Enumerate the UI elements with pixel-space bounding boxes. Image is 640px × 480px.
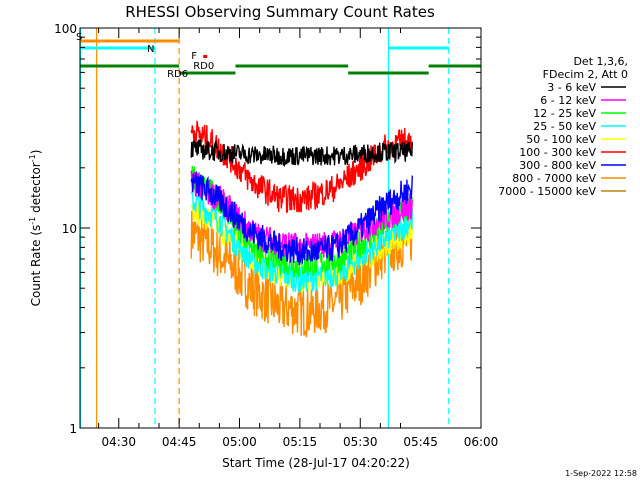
y-tick-label-100: 100 bbox=[54, 22, 77, 36]
chart-title: RHESSI Observing Summary Count Rates bbox=[125, 3, 435, 21]
x-tick-label-0500: 05:00 bbox=[222, 435, 257, 449]
x-axis-label: Start Time (28-Jul-17 04:20:22) bbox=[222, 456, 410, 470]
x-tick-label-0545: 05:45 bbox=[403, 435, 438, 449]
legend-label-8: 7000 - 15000 keV bbox=[498, 185, 596, 198]
legend-label-0: 3 - 6 keV bbox=[547, 81, 596, 94]
flare-marker bbox=[203, 55, 208, 58]
y-axis-label: Count Rate (s-1 detector-1) bbox=[28, 150, 43, 307]
x-tick-label-0530: 05:30 bbox=[343, 435, 378, 449]
x-tick-label-0430: 04:30 bbox=[101, 435, 136, 449]
x-tick-label-0515: 05:15 bbox=[283, 435, 318, 449]
legend-label-7: 800 - 7000 keV bbox=[512, 172, 596, 185]
series-25-50-kev bbox=[190, 187, 413, 293]
series-300-800-kev bbox=[190, 170, 413, 266]
generated-timestamp: 1-Sep-2022 12:58 bbox=[565, 469, 637, 478]
legend-label-6: 300 - 800 keV bbox=[519, 159, 596, 172]
y-axis: 1 10 100 bbox=[54, 22, 481, 436]
legend-label-3: 25 - 50 keV bbox=[533, 120, 596, 133]
annotation-n: N bbox=[147, 44, 154, 55]
annotation-s: S bbox=[76, 32, 82, 43]
annotation-rd6: RD6 bbox=[167, 69, 188, 80]
legend-label-2: 12 - 25 keV bbox=[533, 107, 596, 120]
x-axis: 04:30 04:45 05:00 05:15 05:30 05:45 06:00 bbox=[98, 28, 499, 449]
y-tick-label-1: 1 bbox=[69, 422, 77, 436]
legend-header-line-1: Det 1,3,6, bbox=[573, 55, 628, 68]
series-6-12-kev bbox=[190, 170, 413, 261]
legend-label-1: 6 - 12 keV bbox=[540, 94, 596, 107]
legend-label-4: 50 - 100 keV bbox=[526, 133, 596, 146]
annotation-f: F bbox=[191, 51, 197, 62]
y-tick-label-10: 10 bbox=[62, 222, 77, 236]
x-tick-label-0445: 04:45 bbox=[162, 435, 197, 449]
series-800-7000-kev bbox=[190, 210, 413, 338]
legend-header-line-2: FDecim 2, Att 0 bbox=[543, 68, 628, 81]
legend-label-5: 100 - 300 keV bbox=[519, 146, 596, 159]
x-tick-label-0600: 06:00 bbox=[464, 435, 499, 449]
series-3-6-kev bbox=[190, 139, 413, 168]
annotation-rd0: RD0 bbox=[193, 61, 214, 72]
